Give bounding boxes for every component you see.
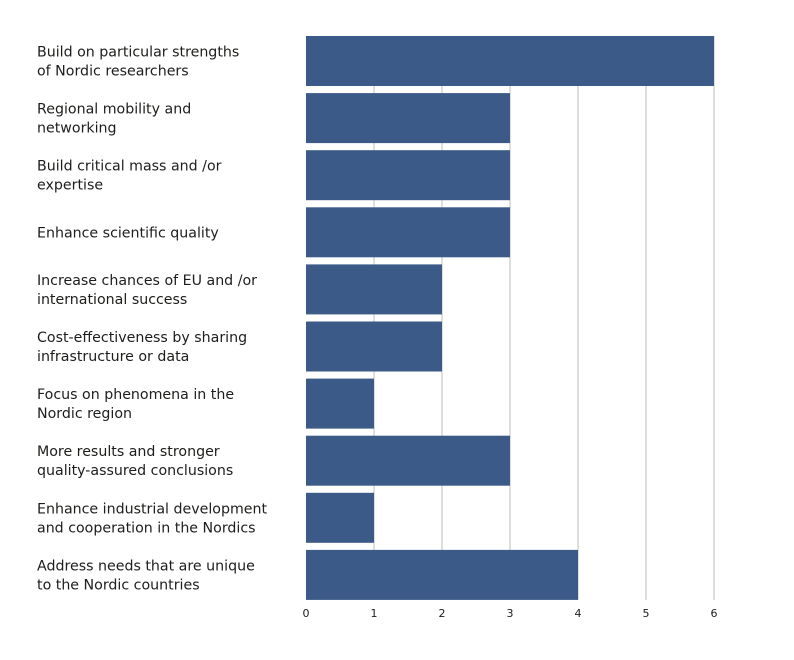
bar-2 xyxy=(306,93,510,144)
x-tick-label-1: 1 xyxy=(371,607,378,620)
category-label-7: Focus on phenomena in the Nordic region xyxy=(37,387,234,422)
bar-3 xyxy=(306,150,510,201)
x-tick-label-2: 2 xyxy=(439,607,446,620)
category-label-5: Increase chances of EU and /or internatio… xyxy=(37,273,257,308)
bar-1 xyxy=(306,36,714,86)
x-tick-label-3: 3 xyxy=(507,607,514,620)
category-label-9: Enhance industrial development and cooper… xyxy=(37,501,268,536)
category-labels: Build on particular strengths of Nordic r… xyxy=(37,45,268,594)
bar-8 xyxy=(306,435,510,486)
bar-10 xyxy=(306,549,578,600)
category-label-10: Address needs that are unique to the Nord… xyxy=(37,558,255,593)
x-tick-label-0: 0 xyxy=(303,607,310,620)
x-tick-label-6: 6 xyxy=(711,607,718,620)
category-label-2: Regional mobility and networking xyxy=(37,102,191,137)
category-label-3: Build critical mass and /or expertise xyxy=(37,159,222,194)
category-label-6: Cost-effectiveness by sharing infrastruct… xyxy=(37,330,247,365)
bar-6 xyxy=(306,321,442,372)
category-label-4: Enhance scientific quality xyxy=(37,225,219,241)
bar-7 xyxy=(306,378,374,429)
x-tick-label-5: 5 xyxy=(643,607,650,620)
bar-5 xyxy=(306,264,442,315)
category-label-1: Build on particular strengths of Nordic r… xyxy=(37,45,239,80)
bar-4 xyxy=(306,207,510,258)
category-label-8: More results and stronger quality-assured… xyxy=(37,444,233,479)
bars xyxy=(306,36,714,600)
x-axis-ticks: 0 1 2 3 4 5 6 xyxy=(303,607,718,620)
bar-9 xyxy=(306,492,374,543)
x-tick-label-4: 4 xyxy=(575,607,582,620)
